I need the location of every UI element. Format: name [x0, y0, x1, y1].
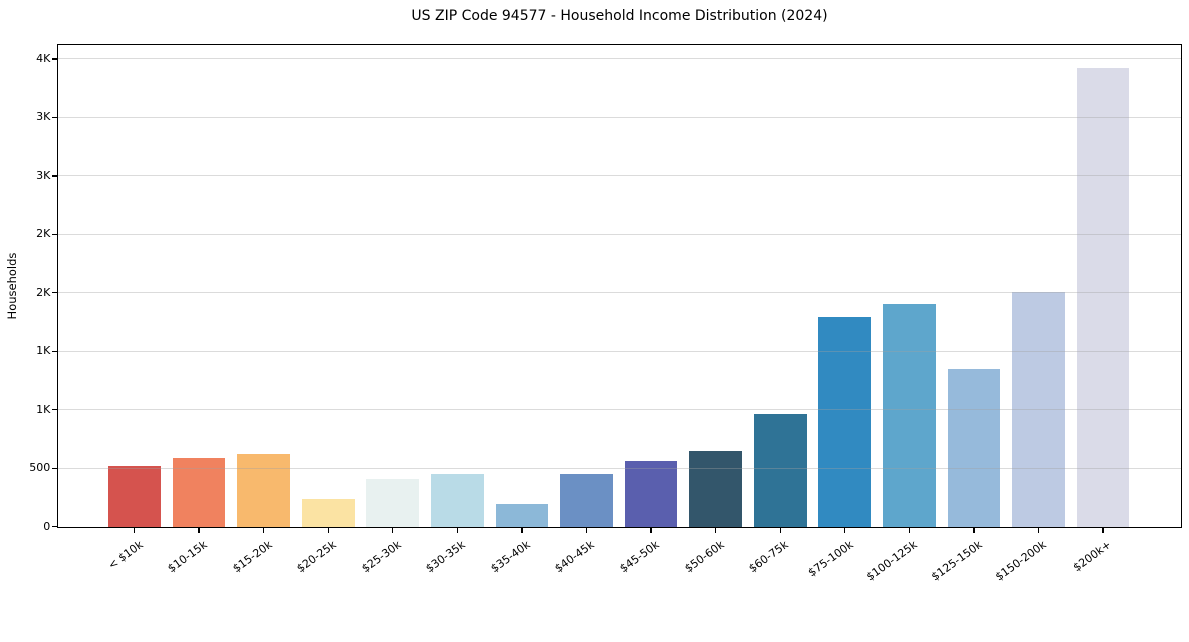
- gridline-1500: [58, 350, 1181, 352]
- bar-< $10k: [108, 465, 161, 527]
- x-tick-$25-30k: [392, 527, 394, 533]
- gridline-3000: [58, 175, 1181, 177]
- x-tick-$40-45k: [585, 527, 588, 533]
- bar-$60-75k: [753, 414, 807, 527]
- bar-$10-15k: [172, 457, 226, 527]
- x-tick-$100-125k: [908, 527, 911, 533]
- figure-canvas: US ZIP Code 94577 - Household Income Dis…: [5, 8, 1182, 584]
- x-tick-$200k+: [1102, 527, 1104, 533]
- y-tick-1500: [52, 350, 58, 352]
- y-tick-label-4000: 4K: [36, 51, 51, 65]
- bar-$150-200k: [1012, 291, 1065, 527]
- bar-$75-100k: [818, 317, 872, 527]
- x-tick-$30-35k: [456, 527, 459, 533]
- x-tick-< $10k: [133, 527, 136, 533]
- y-tick-label-3500: 3K: [36, 110, 51, 124]
- gridline-4000: [58, 58, 1181, 60]
- bar-$15-20k: [237, 454, 290, 527]
- x-tick-$150-200k: [1037, 527, 1040, 533]
- y-tick-500: [52, 467, 58, 469]
- y-tick-1000: [52, 409, 58, 411]
- gridline-2500: [58, 233, 1181, 235]
- bar-$200k+: [1076, 68, 1130, 527]
- y-tick-label-3000: 3K: [36, 168, 51, 182]
- x-tick-$75-100k: [844, 527, 846, 533]
- bar-$25-30k: [366, 479, 420, 527]
- bar-$50-60k: [689, 450, 742, 527]
- chart-title: US ZIP Code 94577 - Household Income Dis…: [411, 8, 828, 24]
- x-tick-$35-40k: [521, 527, 523, 533]
- bar-$20-25k: [301, 498, 355, 527]
- y-tick-2500: [52, 233, 58, 235]
- x-tick-$20-25k: [327, 527, 329, 533]
- x-tick-$15-20k: [263, 527, 265, 533]
- y-tick-3000: [52, 175, 58, 177]
- y-tick-0: [52, 526, 58, 528]
- bar-$45-50k: [624, 461, 678, 527]
- x-tick-$125-150k: [973, 527, 975, 533]
- x-tick-$50-60k: [715, 527, 717, 533]
- bar-$30-35k: [431, 474, 484, 527]
- x-tick-$10-15k: [198, 527, 200, 533]
- gridline-2000: [58, 292, 1181, 294]
- bar-$40-45k: [560, 474, 613, 527]
- gridline-500: [58, 467, 1181, 469]
- x-tick-$60-75k: [779, 527, 781, 533]
- bar-$125-150k: [947, 368, 1001, 527]
- gridline-3500: [58, 116, 1181, 118]
- y-tick-label-2500: 2K: [36, 227, 51, 241]
- y-tick-label-2000: 2K: [36, 285, 51, 299]
- y-tick-4000: [52, 58, 58, 60]
- bar-$35-40k: [495, 504, 549, 527]
- y-tick-label-1500: 1K: [36, 344, 51, 358]
- bar-$100-125k: [882, 304, 936, 527]
- x-tick-$45-50k: [650, 527, 652, 533]
- y-tick-2000: [52, 292, 58, 294]
- gridline-1000: [58, 409, 1181, 411]
- y-tick-label-0: 0: [43, 519, 51, 533]
- y-tick-3500: [52, 116, 58, 119]
- y-tick-label-500: 500: [29, 461, 51, 475]
- y-tick-label-1000: 1K: [36, 402, 51, 416]
